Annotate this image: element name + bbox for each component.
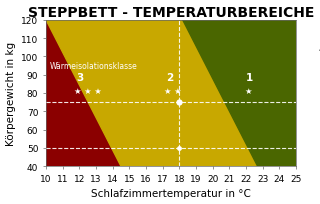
Title: STEPPBETT - TEMPERATURBEREICHE: STEPPBETT - TEMPERATURBEREICHE	[28, 6, 314, 19]
Text: ★ ★ ★: ★ ★ ★	[74, 86, 102, 95]
Text: Wärmeisolationsklasse: Wärmeisolationsklasse	[49, 62, 137, 71]
Polygon shape	[46, 21, 258, 166]
Text: 3: 3	[76, 73, 83, 83]
Text: ★ ★: ★ ★	[164, 86, 182, 95]
Text: ★: ★	[244, 86, 252, 95]
Text: 2: 2	[166, 73, 173, 83]
Text: 1: 1	[246, 73, 253, 83]
Y-axis label: Körpergewicht in kg: Körpergewicht in kg	[5, 42, 16, 145]
Text: Quelle: Hohenstein Institute: Quelle: Hohenstein Institute	[317, 44, 320, 151]
Polygon shape	[183, 21, 296, 166]
Polygon shape	[46, 21, 121, 166]
X-axis label: Schlafzimmertemperatur in °C: Schlafzimmertemperatur in °C	[91, 188, 251, 198]
